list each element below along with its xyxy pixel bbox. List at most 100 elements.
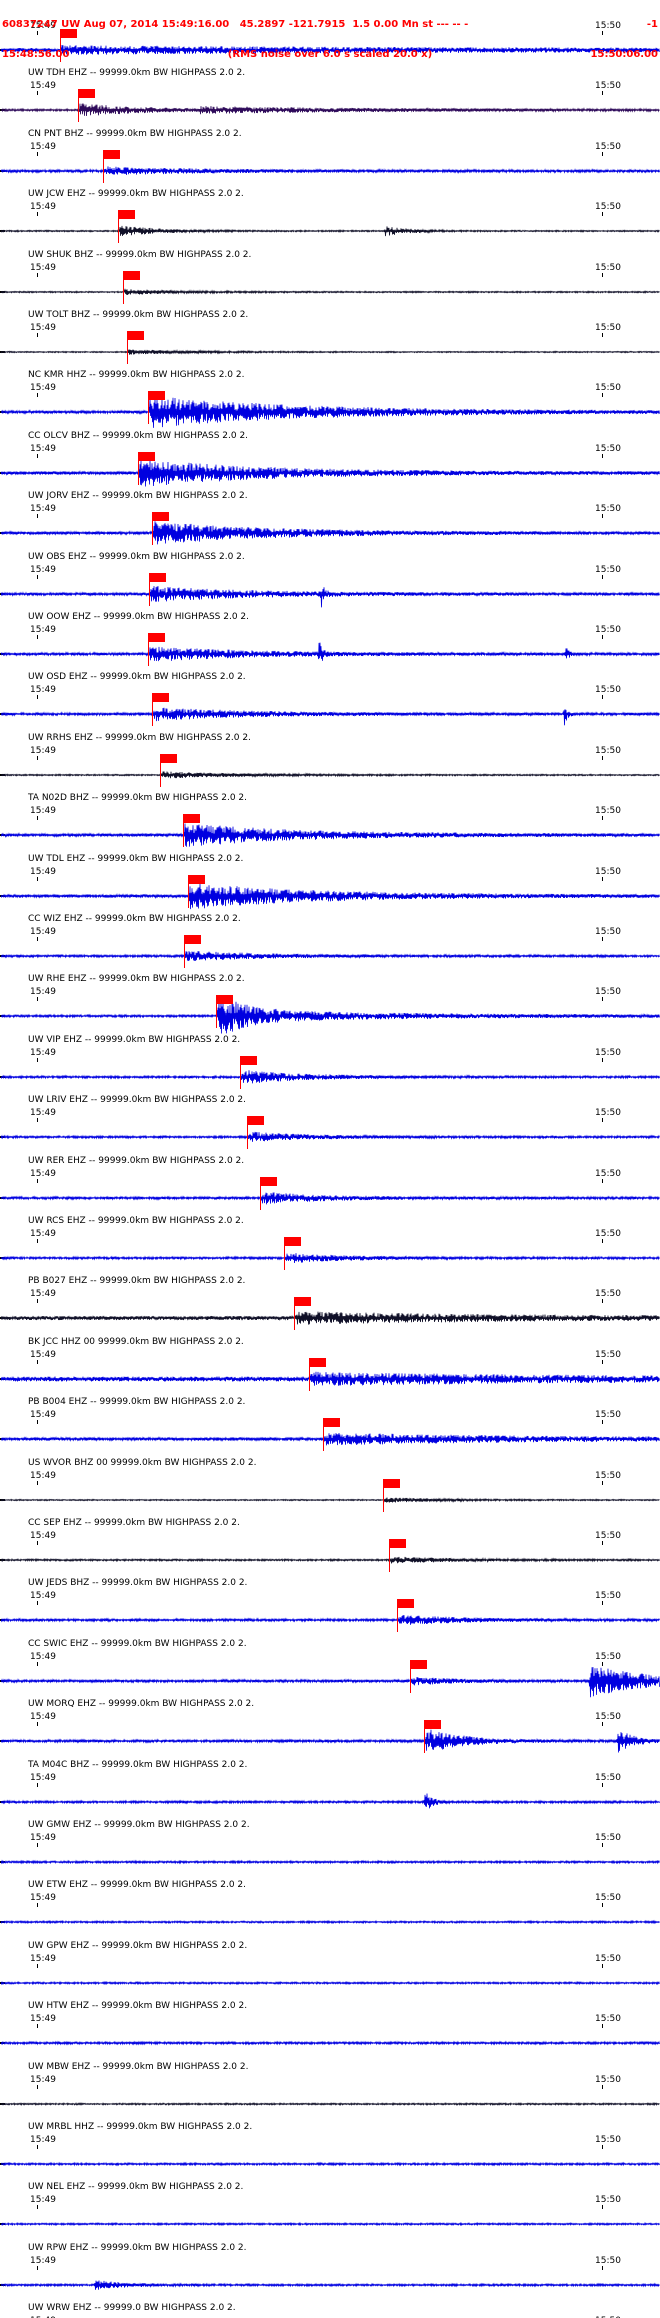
waveform[interactable] <box>0 1234 660 1280</box>
pick-flag[interactable] <box>323 1418 340 1428</box>
waveform[interactable] <box>0 1415 660 1461</box>
waveform[interactable] <box>0 1476 660 1522</box>
trace-left-time-label: 15:49 <box>30 1712 56 1723</box>
waveform[interactable] <box>0 630 660 676</box>
pick-flag[interactable] <box>260 1176 277 1186</box>
pick-flag[interactable] <box>397 1599 414 1609</box>
waveform[interactable] <box>0 690 660 736</box>
waveform[interactable] <box>0 207 660 253</box>
waveform[interactable] <box>0 992 660 1038</box>
trace-row: CC OLCV BHZ -- 99999.0km BW HIGHPASS 2.0… <box>0 431 660 491</box>
pick-flag-line <box>424 1720 425 1754</box>
waveform[interactable] <box>0 811 660 857</box>
trace-station-label: BK JCC HHZ 00 99999.0km BW HIGHPASS 2.0 … <box>28 1336 244 1347</box>
waveform[interactable] <box>0 1174 660 1220</box>
pick-flag[interactable] <box>138 451 155 461</box>
pick-flag[interactable] <box>424 1720 441 1730</box>
waveform[interactable] <box>0 872 660 918</box>
pick-flag[interactable] <box>184 935 201 944</box>
pick-flag[interactable] <box>183 814 200 824</box>
pick-flag[interactable] <box>148 391 165 401</box>
trace-station-label: UW JEDS BHZ -- 99999.0km BW HIGHPASS 2.0… <box>28 1578 248 1589</box>
pick-flag-line <box>123 270 124 304</box>
waveform[interactable] <box>0 1717 660 1763</box>
pick-flag[interactable] <box>78 89 95 99</box>
waveform[interactable] <box>0 1838 660 1884</box>
waveform[interactable] <box>0 570 660 616</box>
waveform[interactable] <box>0 1355 660 1401</box>
trace-station-label: UW TOLT BHZ -- 99999.0km BW HIGHPASS 2.0… <box>28 310 249 320</box>
trace-right-time-label: 15:50 <box>595 1410 621 1421</box>
waveform[interactable] <box>0 2261 660 2307</box>
waveform[interactable] <box>0 147 660 193</box>
pick-flag[interactable] <box>160 753 177 763</box>
pick-flag-line <box>138 451 139 485</box>
pick-flag[interactable] <box>152 693 169 703</box>
trace-right-time-label: 15:50 <box>595 2195 621 2206</box>
pick-flag[interactable] <box>309 1357 326 1367</box>
waveform[interactable] <box>0 2019 660 2065</box>
pick-flag[interactable] <box>148 633 165 642</box>
trace-left-time-label: 15:49 <box>30 81 56 92</box>
trace-right-time-label: 15:50 <box>595 202 621 213</box>
pick-flag[interactable] <box>410 1659 427 1669</box>
trace-row: CC SWIC EHZ -- 99999.0km BW HIGHPASS 2.0… <box>0 1639 660 1699</box>
pick-flag[interactable] <box>389 1539 406 1548</box>
waveform[interactable] <box>0 388 660 434</box>
pick-flag[interactable] <box>284 1237 301 1246</box>
left-time-tick <box>37 1903 38 1908</box>
trace-station-label: UW MBW EHZ -- 99999.0km BW HIGHPASS 2.0 … <box>28 2061 249 2072</box>
pick-flag[interactable] <box>123 270 140 280</box>
right-time-tick <box>602 1661 603 1666</box>
waveform[interactable] <box>0 2200 660 2246</box>
pick-flag[interactable] <box>216 995 233 1005</box>
pick-flag-line <box>127 331 128 364</box>
waveform[interactable] <box>0 1898 660 1944</box>
pick-flag[interactable] <box>247 1116 264 1126</box>
pick-flag[interactable] <box>188 874 205 884</box>
waveform[interactable] <box>0 268 660 314</box>
right-time-tick <box>602 2024 603 2029</box>
pick-flag[interactable] <box>152 512 169 522</box>
waveform[interactable] <box>0 751 660 797</box>
trace-right-time-label: 15:50 <box>595 504 621 515</box>
waveform[interactable] <box>0 86 660 132</box>
left-time-tick <box>37 816 38 821</box>
trace-station-label: UW JORV EHZ -- 99999.0km BW HIGHPASS 2.0… <box>28 491 248 502</box>
scale-note: (RMS noise over 6.0 s scaled 20.0 x) <box>227 49 433 60</box>
waveform[interactable] <box>0 1113 660 1159</box>
waveform[interactable] <box>0 1294 660 1340</box>
pick-flag[interactable] <box>149 572 166 582</box>
trace-left-time-label: 15:49 <box>30 1772 56 1783</box>
left-time-tick <box>37 876 38 881</box>
waveform[interactable] <box>0 1596 660 1642</box>
pick-flag-line <box>160 753 161 787</box>
pick-flag[interactable] <box>60 29 77 38</box>
trace-left-time-label: 15:49 <box>30 1410 56 1421</box>
waveform[interactable] <box>0 449 660 495</box>
right-time-tick <box>602 1057 603 1062</box>
waveform[interactable] <box>0 1959 660 2005</box>
left-time-tick <box>37 2084 38 2089</box>
waveform[interactable] <box>0 932 660 978</box>
waveform[interactable] <box>0 328 660 374</box>
pick-flag[interactable] <box>294 1297 311 1307</box>
trace-left-time-label: 15:49 <box>30 1470 56 1481</box>
right-time-tick <box>602 1601 603 1606</box>
pick-flag[interactable] <box>240 1055 257 1065</box>
pick-flag[interactable] <box>127 331 144 340</box>
waveform[interactable] <box>0 1778 660 1824</box>
waveform[interactable] <box>0 1657 660 1703</box>
window-start-time: 15:48:56.00 <box>2 49 70 60</box>
waveform[interactable] <box>0 2080 660 2126</box>
waveform[interactable] <box>0 1053 660 1099</box>
pick-flag[interactable] <box>103 149 120 159</box>
waveform[interactable] <box>0 26 660 72</box>
waveform[interactable] <box>0 2140 660 2186</box>
pick-flag-line <box>118 210 119 244</box>
pick-flag[interactable] <box>383 1478 400 1488</box>
waveform[interactable] <box>0 1536 660 1582</box>
pick-flag[interactable] <box>118 210 135 220</box>
left-time-tick <box>37 1661 38 1666</box>
waveform[interactable] <box>0 509 660 555</box>
